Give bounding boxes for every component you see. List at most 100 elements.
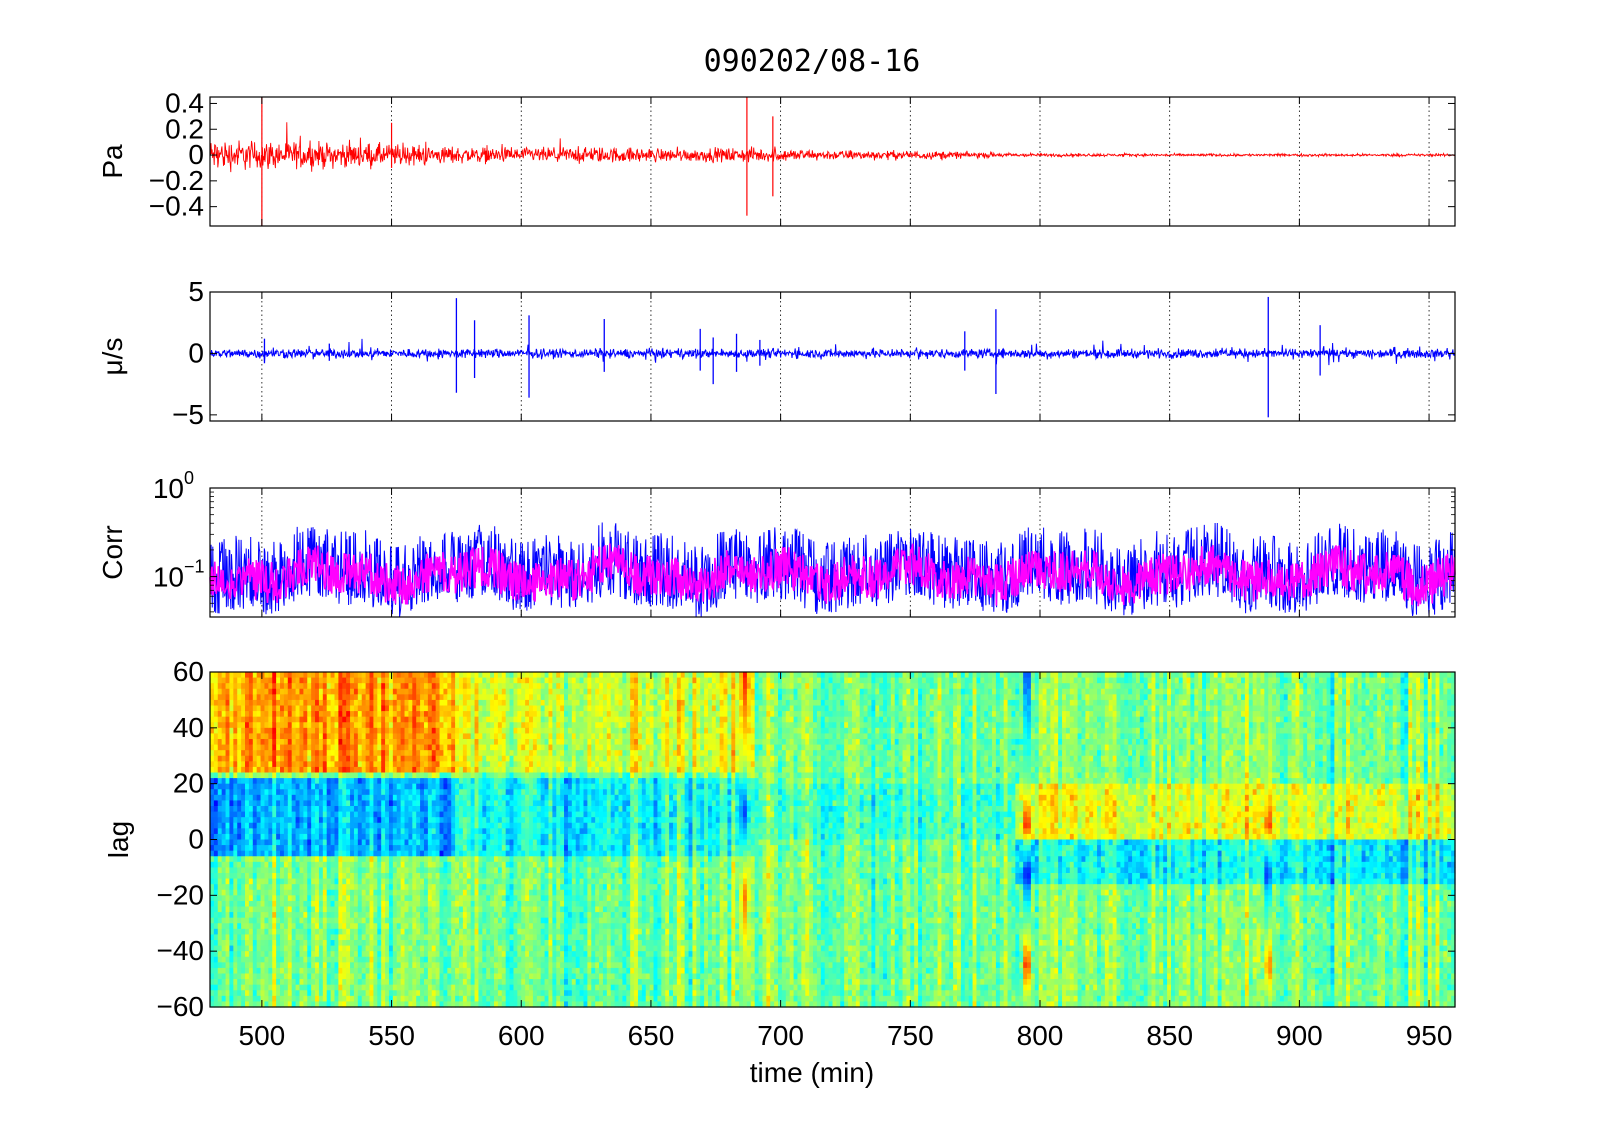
heatmap-cell bbox=[287, 956, 293, 963]
heatmap-cell bbox=[330, 984, 336, 991]
heatmap-cell bbox=[287, 1001, 293, 1008]
heatmap-cell bbox=[237, 716, 242, 723]
heatmap-cell bbox=[455, 822, 460, 829]
heatmap-cell bbox=[408, 895, 413, 902]
heatmap-cell bbox=[326, 912, 332, 919]
heatmap-cell bbox=[260, 979, 266, 986]
heatmap-cell bbox=[361, 744, 367, 751]
heatmap-cell bbox=[256, 967, 262, 975]
heatmap-cell bbox=[470, 761, 476, 768]
heatmap-cell bbox=[334, 744, 339, 751]
heatmap-cell bbox=[233, 672, 238, 679]
pressure-panel: 0.40.20−0.2−0.4Pa bbox=[97, 87, 1456, 227]
heatmap-cell bbox=[291, 845, 297, 852]
heatmap-cell bbox=[486, 699, 491, 707]
heatmap-cell bbox=[229, 850, 234, 857]
heatmap-cell bbox=[427, 750, 433, 757]
heatmap-cell bbox=[346, 956, 351, 963]
heatmap-cell bbox=[381, 867, 386, 874]
heatmap-cell bbox=[233, 722, 238, 729]
heatmap-cell bbox=[416, 733, 421, 740]
heatmap-cell bbox=[283, 967, 289, 975]
heatmap-cell bbox=[466, 811, 472, 818]
heatmap-cell bbox=[330, 861, 336, 869]
heatmap-cell bbox=[241, 705, 246, 712]
heatmap-cell bbox=[501, 845, 507, 852]
heatmap-cell bbox=[326, 800, 332, 807]
heatmap-cell bbox=[237, 800, 242, 807]
heatmap-cell bbox=[435, 990, 441, 997]
heatmap-cell bbox=[280, 766, 285, 774]
heatmap-cell bbox=[408, 699, 413, 707]
heatmap-cell bbox=[486, 962, 491, 969]
heatmap-cell bbox=[513, 895, 518, 902]
heatmap-cell bbox=[326, 962, 332, 969]
heatmap-cell bbox=[412, 917, 417, 924]
heatmap-cell bbox=[494, 990, 499, 997]
heatmap-cell bbox=[373, 967, 378, 975]
heatmap-cell bbox=[268, 694, 273, 701]
heatmap-cell bbox=[322, 766, 328, 774]
heatmap-cell bbox=[322, 1001, 328, 1008]
heatmap-cell bbox=[342, 755, 347, 762]
heatmap-cell bbox=[447, 705, 452, 712]
heatmap-cell bbox=[283, 873, 289, 880]
heatmap-cell bbox=[482, 839, 487, 846]
heatmap-cell bbox=[404, 677, 410, 684]
heatmap-cell bbox=[276, 828, 281, 835]
heatmap-cell bbox=[315, 778, 320, 785]
heatmap-cell bbox=[322, 705, 328, 712]
heatmap-cell bbox=[295, 739, 301, 746]
heatmap-cell bbox=[229, 694, 234, 701]
heatmap-cell bbox=[490, 811, 495, 818]
heatmap-cell bbox=[369, 895, 375, 902]
heatmap-cell bbox=[427, 967, 433, 975]
heatmap-cell bbox=[521, 750, 526, 757]
heatmap-cell bbox=[213, 884, 219, 891]
heatmap-cell bbox=[237, 839, 242, 846]
heatmap-cell bbox=[459, 940, 464, 947]
heatmap-cell bbox=[385, 811, 390, 818]
heatmap-cell bbox=[307, 739, 312, 746]
heatmap-cell bbox=[408, 716, 413, 723]
heatmap-cell bbox=[276, 973, 281, 980]
heatmap-cell bbox=[431, 744, 437, 751]
heatmap-cell bbox=[497, 923, 503, 930]
heatmap-cell bbox=[338, 850, 343, 857]
heatmap-cell bbox=[392, 778, 398, 785]
heatmap-cell bbox=[521, 705, 526, 712]
heatmap-cell bbox=[229, 923, 234, 930]
heatmap-cell bbox=[264, 984, 269, 991]
heatmap-cell bbox=[272, 979, 277, 986]
heatmap-cell bbox=[455, 861, 460, 869]
heatmap-cell bbox=[237, 761, 242, 768]
heatmap-cell bbox=[241, 873, 246, 880]
heatmap-cell bbox=[311, 984, 316, 991]
heatmap-cell bbox=[388, 990, 394, 997]
heatmap-cell bbox=[283, 822, 289, 829]
heatmap-cell bbox=[311, 861, 316, 869]
heatmap-cell bbox=[466, 956, 472, 963]
heatmap-cell bbox=[494, 951, 499, 958]
heatmap-cell bbox=[353, 973, 359, 980]
heatmap-cell bbox=[392, 867, 398, 874]
heatmap-cell bbox=[459, 1001, 464, 1008]
heatmap-cell bbox=[350, 984, 355, 991]
heatmap-cell bbox=[416, 973, 421, 980]
heatmap-cell bbox=[462, 677, 468, 684]
heatmap-cell bbox=[494, 995, 499, 1003]
heatmap-cell bbox=[210, 928, 215, 936]
heatmap-cell bbox=[303, 739, 308, 746]
heatmap-cell bbox=[482, 727, 487, 735]
heatmap-cell bbox=[470, 995, 476, 1003]
heatmap-cell bbox=[459, 733, 464, 740]
heatmap-cell bbox=[486, 923, 491, 930]
heatmap-cell bbox=[392, 884, 398, 891]
heatmap-cell bbox=[459, 739, 464, 746]
heatmap-cell bbox=[210, 945, 215, 952]
y-tick-label: 10 bbox=[153, 562, 184, 593]
heatmap-cell bbox=[322, 744, 328, 751]
heatmap-cell bbox=[381, 828, 386, 835]
heatmap-cell bbox=[241, 973, 246, 980]
heatmap-cell bbox=[334, 990, 339, 997]
